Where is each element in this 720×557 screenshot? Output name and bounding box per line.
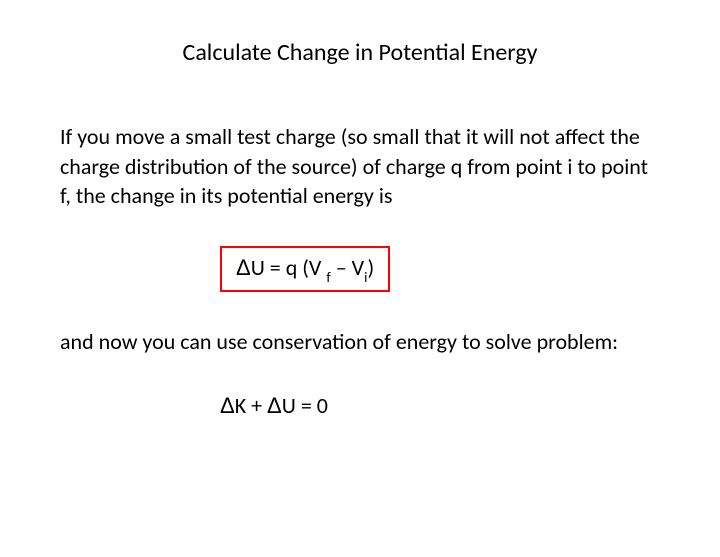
eq2-u: U = 0 bbox=[282, 392, 328, 419]
delta-symbol-k: Δ bbox=[220, 393, 235, 418]
delta-symbol-u: Δ bbox=[267, 393, 282, 418]
slide: Calculate Change in Potential Energy If … bbox=[0, 0, 720, 557]
equation-conservation: ΔK + ΔU = 0 bbox=[220, 392, 660, 419]
paragraph-conservation: and now you can use conservation of ener… bbox=[60, 327, 660, 357]
eq-part-lhs: U = q (V bbox=[251, 254, 322, 281]
slide-title: Calculate Change in Potential Energy bbox=[60, 38, 660, 67]
eq-part-close: ) bbox=[367, 254, 374, 281]
equation-container: ΔU = q (V f – Vi) bbox=[220, 246, 660, 292]
delta-symbol: Δ bbox=[236, 255, 251, 280]
equation-delta-u: ΔU = q (V f – Vi) bbox=[220, 246, 390, 292]
eq2-k: K + bbox=[235, 392, 267, 419]
eq-part-middle: – V bbox=[331, 254, 364, 281]
subscript-f: f bbox=[326, 268, 330, 286]
subscript-i: i bbox=[364, 268, 367, 286]
paragraph-intro: If you move a small test charge (so smal… bbox=[60, 122, 660, 211]
